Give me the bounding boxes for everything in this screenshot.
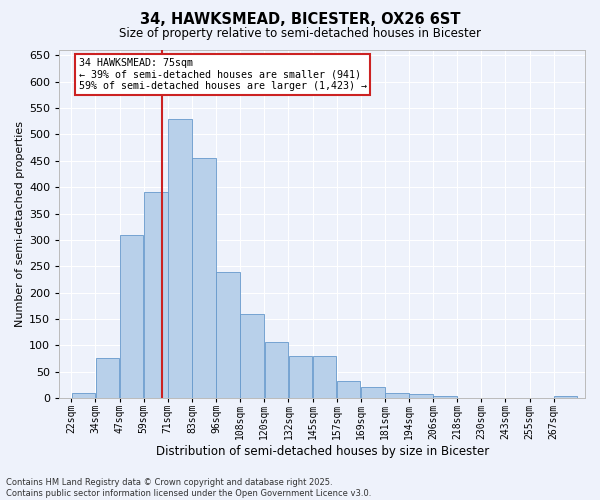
Bar [168,118,191,398]
Bar [554,396,577,398]
Bar [433,396,457,398]
Bar [337,382,361,398]
Bar [361,386,385,398]
Bar [217,272,240,398]
Text: Contains HM Land Registry data © Crown copyright and database right 2025.
Contai: Contains HM Land Registry data © Crown c… [6,478,371,498]
Bar [96,358,119,398]
Bar [241,314,264,398]
Bar [313,356,337,398]
Bar [409,394,433,398]
Bar [144,192,167,398]
Bar [265,342,288,398]
Bar [289,356,312,398]
Bar [192,158,216,398]
X-axis label: Distribution of semi-detached houses by size in Bicester: Distribution of semi-detached houses by … [155,444,489,458]
Text: 34 HAWKSMEAD: 75sqm
← 39% of semi-detached houses are smaller (941)
59% of semi-: 34 HAWKSMEAD: 75sqm ← 39% of semi-detach… [79,58,367,91]
Bar [385,393,409,398]
Bar [71,393,95,398]
Bar [120,234,143,398]
Text: Size of property relative to semi-detached houses in Bicester: Size of property relative to semi-detach… [119,28,481,40]
Y-axis label: Number of semi-detached properties: Number of semi-detached properties [15,121,25,327]
Text: 34, HAWKSMEAD, BICESTER, OX26 6ST: 34, HAWKSMEAD, BICESTER, OX26 6ST [140,12,460,28]
